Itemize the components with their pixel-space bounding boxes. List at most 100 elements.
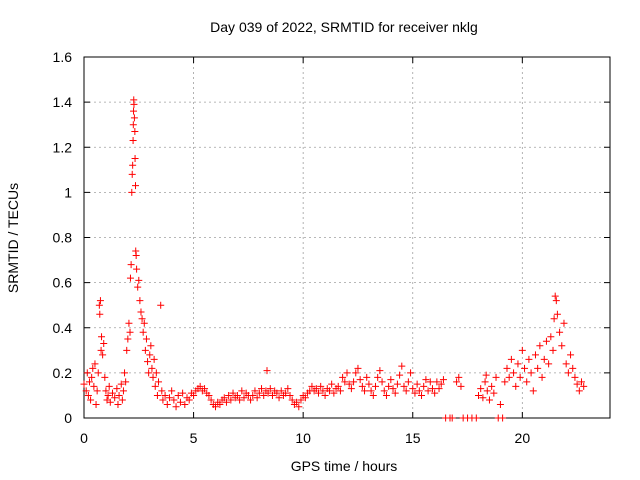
data-point xyxy=(396,371,404,379)
data-point xyxy=(334,382,342,390)
data-point xyxy=(100,340,108,348)
data-point xyxy=(402,387,410,395)
data-point xyxy=(115,391,123,399)
data-point xyxy=(415,387,423,395)
data-point xyxy=(233,391,241,399)
data-point xyxy=(437,380,445,388)
data-point xyxy=(132,252,140,260)
data-point xyxy=(236,396,244,404)
data-point xyxy=(420,382,428,390)
data-point xyxy=(102,387,110,395)
data-point xyxy=(85,378,93,386)
data-point xyxy=(163,400,171,408)
data-point xyxy=(106,398,114,406)
y-tick-label: 1.4 xyxy=(53,94,73,110)
data-point xyxy=(293,398,301,406)
data-point xyxy=(457,382,465,390)
data-point xyxy=(343,369,351,377)
data-point xyxy=(424,387,432,395)
data-point xyxy=(413,380,421,388)
data-point xyxy=(119,387,127,395)
data-point xyxy=(573,380,581,388)
data-point xyxy=(550,315,558,323)
data-point xyxy=(149,373,157,381)
data-point xyxy=(181,400,189,408)
y-tick-label: 1 xyxy=(64,184,72,200)
data-point xyxy=(501,378,509,386)
data-point xyxy=(514,360,522,368)
data-point xyxy=(499,414,507,422)
data-point xyxy=(288,396,296,404)
data-point xyxy=(268,391,276,399)
data-point xyxy=(207,396,215,404)
data-point xyxy=(558,342,566,350)
y-tick-label: 0.4 xyxy=(53,320,73,336)
data-point xyxy=(567,351,575,359)
data-point xyxy=(82,387,90,395)
data-point xyxy=(507,355,515,363)
data-point xyxy=(84,391,92,399)
data-point xyxy=(117,380,125,388)
data-point xyxy=(152,369,160,377)
data-point xyxy=(201,385,209,393)
data-point xyxy=(126,274,134,282)
data-point xyxy=(93,387,101,395)
data-point xyxy=(284,385,292,393)
data-point xyxy=(240,394,248,402)
data-point xyxy=(529,387,537,395)
data-point xyxy=(134,283,142,291)
data-point xyxy=(409,385,417,393)
data-point xyxy=(121,369,129,377)
data-point xyxy=(490,389,498,397)
x-tick-label: 15 xyxy=(405,430,421,446)
x-tick-label: 10 xyxy=(295,430,311,446)
data-point xyxy=(161,391,169,399)
data-point xyxy=(80,380,88,388)
data-point xyxy=(545,360,553,368)
data-point xyxy=(98,333,106,341)
data-point xyxy=(104,391,112,399)
data-point xyxy=(99,351,107,359)
data-point xyxy=(128,188,136,196)
data-point xyxy=(266,385,274,393)
y-tick-label: 0.6 xyxy=(53,275,73,291)
data-point xyxy=(136,297,144,305)
data-point xyxy=(185,396,193,404)
data-point xyxy=(339,373,347,381)
data-point xyxy=(126,328,134,336)
data-point xyxy=(540,355,548,363)
data-point xyxy=(277,387,285,395)
data-point xyxy=(319,387,327,395)
data-point xyxy=(253,394,261,402)
data-point xyxy=(135,276,143,284)
data-point xyxy=(367,387,375,395)
data-point xyxy=(407,369,415,377)
data-point xyxy=(260,391,268,399)
data-point xyxy=(275,394,283,402)
data-point xyxy=(124,335,132,343)
data-point xyxy=(341,378,349,386)
data-point xyxy=(374,373,382,381)
data-point xyxy=(531,351,539,359)
y-tick-labels: 0 0.2 0.4 0.6 0.8 1 1.2 1.4 1.6 xyxy=(53,49,73,426)
data-point xyxy=(580,382,588,390)
data-point xyxy=(212,403,219,411)
data-point xyxy=(433,378,441,386)
data-point xyxy=(358,382,366,390)
data-point xyxy=(455,373,463,381)
data-point xyxy=(428,385,436,393)
data-point xyxy=(91,360,99,368)
data-point xyxy=(170,396,178,404)
data-point xyxy=(538,373,546,381)
data-point xyxy=(88,373,96,381)
data-point xyxy=(129,136,137,144)
data-point xyxy=(492,373,500,381)
data-point xyxy=(165,394,173,402)
data-point xyxy=(145,369,153,377)
data-point xyxy=(536,342,544,350)
data-point xyxy=(127,261,135,269)
data-point xyxy=(129,161,137,169)
data-point xyxy=(485,396,493,404)
data-point xyxy=(101,373,109,381)
